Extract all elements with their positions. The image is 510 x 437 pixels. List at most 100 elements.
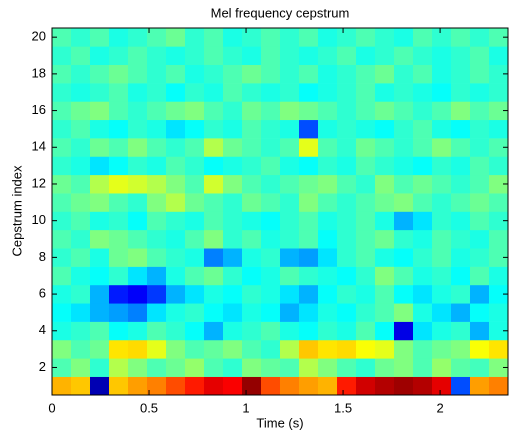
x-tick-label: 0 xyxy=(48,400,55,415)
heatmap-cell xyxy=(375,193,395,212)
heatmap-cell xyxy=(90,138,110,157)
heatmap-cell xyxy=(71,46,91,65)
heatmap-cell xyxy=(185,284,205,304)
heatmap-cell xyxy=(242,64,262,84)
heatmap-cell xyxy=(432,64,452,84)
heatmap-cell xyxy=(280,138,300,157)
heatmap-cell xyxy=(470,211,490,231)
heatmap-cell xyxy=(52,211,72,231)
heatmap-cell xyxy=(432,83,452,102)
heatmap-cell xyxy=(299,229,319,249)
heatmap-cell xyxy=(318,303,338,322)
heatmap-cell xyxy=(185,376,205,396)
heatmap-cell xyxy=(280,101,300,121)
heatmap-cell xyxy=(90,229,110,249)
heatmap-cell xyxy=(52,64,72,84)
heatmap-cell xyxy=(356,376,376,396)
heatmap-cell xyxy=(71,211,91,231)
heatmap-cell xyxy=(128,46,148,65)
heatmap-cell xyxy=(337,376,357,396)
heatmap-cell xyxy=(128,284,148,304)
heatmap-cell xyxy=(147,229,167,249)
heatmap-cell xyxy=(413,229,433,249)
heatmap-cell xyxy=(375,119,395,139)
heatmap-cell xyxy=(432,46,452,65)
heatmap-cell xyxy=(185,321,205,341)
heatmap-cell xyxy=(432,229,452,249)
heatmap-cell xyxy=(356,101,376,121)
heatmap-cell xyxy=(204,46,224,65)
heatmap-cell xyxy=(280,119,300,139)
heatmap-cell xyxy=(261,28,281,47)
heatmap-cell xyxy=(280,46,300,65)
heatmap-cell xyxy=(318,284,338,304)
heatmap-cell xyxy=(109,83,129,102)
y-tick-label: 4 xyxy=(39,322,46,337)
heatmap-cell xyxy=(128,83,148,102)
heatmap-cell xyxy=(299,303,319,322)
heatmap-cell xyxy=(90,46,110,65)
heatmap-cell xyxy=(489,358,509,377)
heatmap-cell xyxy=(185,64,205,84)
heatmap-cell xyxy=(71,119,91,139)
heatmap-cell xyxy=(223,138,243,157)
heatmap-cell xyxy=(280,174,300,194)
heatmap-cell xyxy=(356,284,376,304)
heatmap-cell xyxy=(223,46,243,65)
heatmap-cell xyxy=(470,248,490,267)
heatmap-cell xyxy=(128,303,148,322)
heatmap-cell xyxy=(261,358,281,377)
y-axis-label: Cepstrum index xyxy=(9,165,24,257)
heatmap-cell xyxy=(185,193,205,212)
heatmap-cell xyxy=(356,138,376,157)
heatmap-cell xyxy=(394,193,414,212)
heatmap-cell xyxy=(166,193,186,212)
heatmap-cell xyxy=(90,358,110,377)
heatmap-cell xyxy=(299,284,319,304)
heatmap-cell xyxy=(432,174,452,194)
heatmap-cell xyxy=(299,339,319,359)
heatmap-cell xyxy=(280,211,300,231)
heatmap-cell xyxy=(375,28,395,47)
heatmap-cell xyxy=(166,229,186,249)
heatmap-cell xyxy=(280,83,300,102)
heatmap-cell xyxy=(470,266,490,286)
heatmap-cell xyxy=(90,266,110,286)
heatmap-cell xyxy=(489,248,509,267)
heatmap-cell xyxy=(261,193,281,212)
heatmap-cell xyxy=(109,174,129,194)
heatmap-cell xyxy=(242,83,262,102)
heatmap-cell xyxy=(413,303,433,322)
heatmap-cell xyxy=(90,119,110,139)
heatmap-cell xyxy=(90,303,110,322)
heatmap-cell xyxy=(166,358,186,377)
heatmap-cell xyxy=(432,284,452,304)
heatmap-cell xyxy=(128,229,148,249)
heatmap-cell xyxy=(394,119,414,139)
heatmap-cell xyxy=(90,284,110,304)
heatmap-cell xyxy=(489,229,509,249)
heatmap-cell xyxy=(375,266,395,286)
heatmap-cell xyxy=(413,193,433,212)
heatmap-cell xyxy=(432,101,452,121)
heatmap-cell xyxy=(451,376,471,396)
heatmap-cell xyxy=(451,119,471,139)
heatmap-cell xyxy=(299,156,319,176)
heatmap-cell xyxy=(71,229,91,249)
heatmap-cell xyxy=(242,46,262,65)
heatmap-cell xyxy=(356,83,376,102)
heatmap-cell xyxy=(147,101,167,121)
heatmap-cell xyxy=(166,284,186,304)
heatmap-cell xyxy=(52,248,72,267)
heatmap-cell xyxy=(432,266,452,286)
heatmap-cell xyxy=(52,138,72,157)
heatmap-cell xyxy=(166,248,186,267)
heatmap-cell xyxy=(318,229,338,249)
heatmap-cell xyxy=(204,266,224,286)
heatmap-cell xyxy=(242,321,262,341)
heatmap-cell xyxy=(470,376,490,396)
heatmap-cell xyxy=(489,284,509,304)
heatmap-cell xyxy=(413,119,433,139)
